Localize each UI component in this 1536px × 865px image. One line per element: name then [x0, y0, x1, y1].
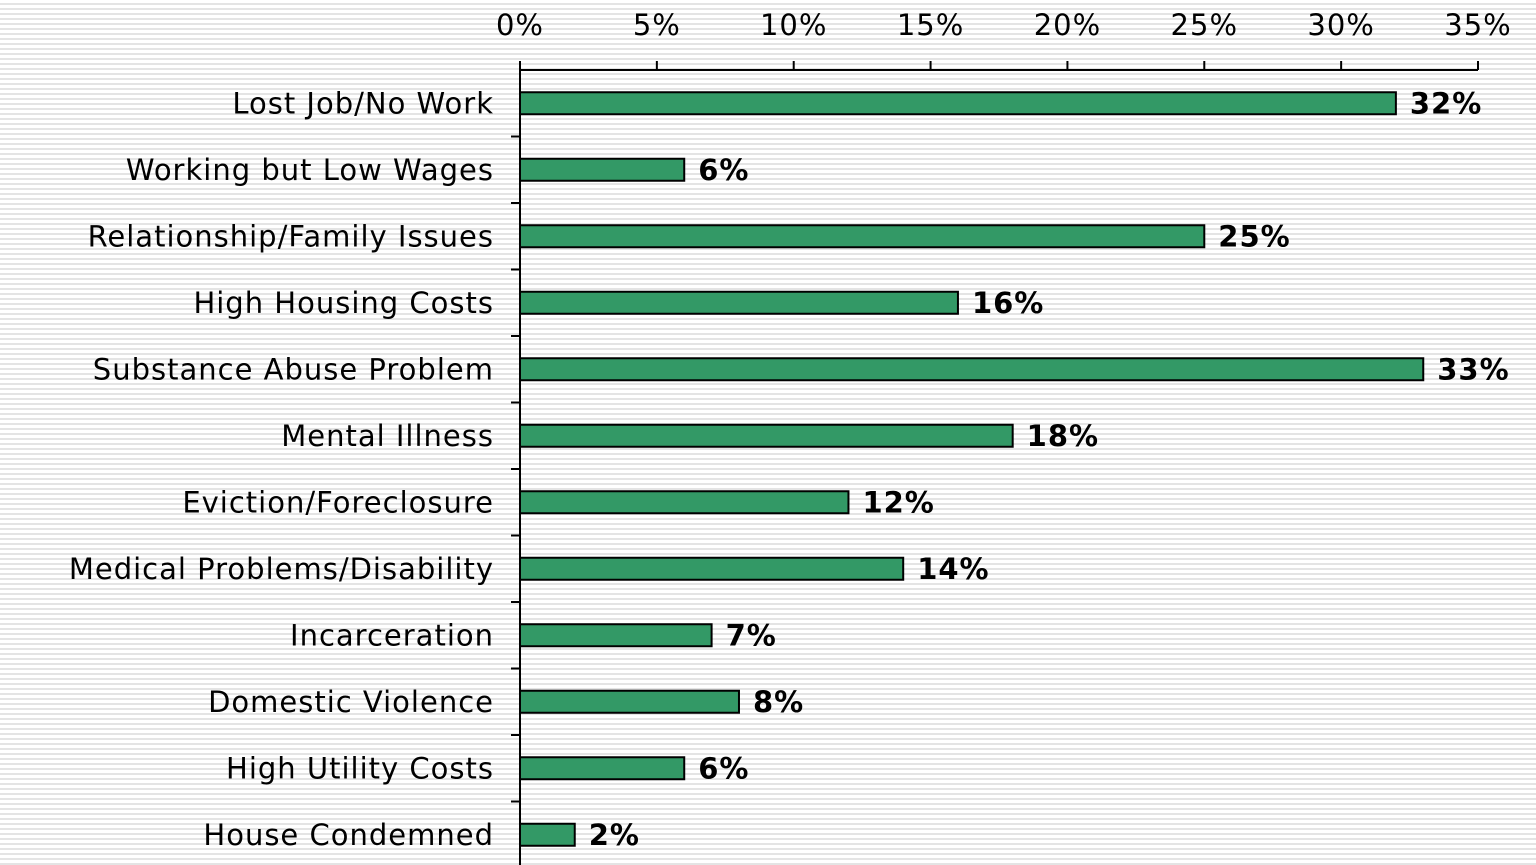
data-label: 33% [1437, 352, 1509, 386]
bar [519, 490, 850, 515]
data-label: 32% [1410, 86, 1482, 120]
x-tick-label: 25% [1171, 8, 1238, 42]
y-tick-label: Medical Problems/Disability [69, 552, 494, 586]
y-tick-label: Lost Job/No Work [232, 86, 494, 120]
data-label: 12% [862, 485, 934, 519]
y-tick-label: Eviction/Foreclosure [182, 485, 494, 519]
x-tick-label: 10% [760, 8, 827, 42]
x-tick-label: 30% [1307, 8, 1374, 42]
data-label: 6% [698, 153, 749, 187]
bar [519, 556, 905, 581]
x-tick-label: 5% [633, 8, 681, 42]
bar [519, 224, 1206, 249]
y-tick-label: House Condemned [203, 818, 494, 852]
y-tick-label: Domestic Violence [208, 685, 494, 719]
data-label: 7% [726, 618, 777, 652]
y-tick-label: High Housing Costs [193, 286, 494, 320]
y-tick-label: Incarceration [290, 618, 494, 652]
data-label: 6% [698, 751, 749, 785]
bar [519, 822, 576, 847]
y-tick-label: Working but Low Wages [126, 153, 494, 187]
bar [519, 756, 686, 781]
bar [519, 689, 740, 714]
data-label: 8% [753, 685, 804, 719]
bar [519, 157, 686, 182]
data-label: 14% [917, 552, 989, 586]
y-tick-label: Substance Abuse Problem [93, 352, 494, 386]
bar [519, 290, 959, 315]
y-tick-label: Relationship/Family Issues [88, 219, 494, 253]
y-tick-label: Mental Illness [281, 419, 494, 453]
data-label: 25% [1218, 219, 1290, 253]
bar [519, 357, 1425, 382]
data-label: 18% [1027, 419, 1099, 453]
data-label: 16% [972, 286, 1044, 320]
x-tick-label: 15% [897, 8, 964, 42]
data-label: 2% [589, 818, 640, 852]
x-tick-label: 20% [1034, 8, 1101, 42]
x-tick-label: 0% [496, 8, 544, 42]
bar [519, 91, 1397, 116]
bar [519, 623, 713, 648]
y-tick-label: High Utility Costs [226, 751, 494, 785]
x-tick-label: 35% [1444, 8, 1511, 42]
bar [519, 423, 1014, 448]
